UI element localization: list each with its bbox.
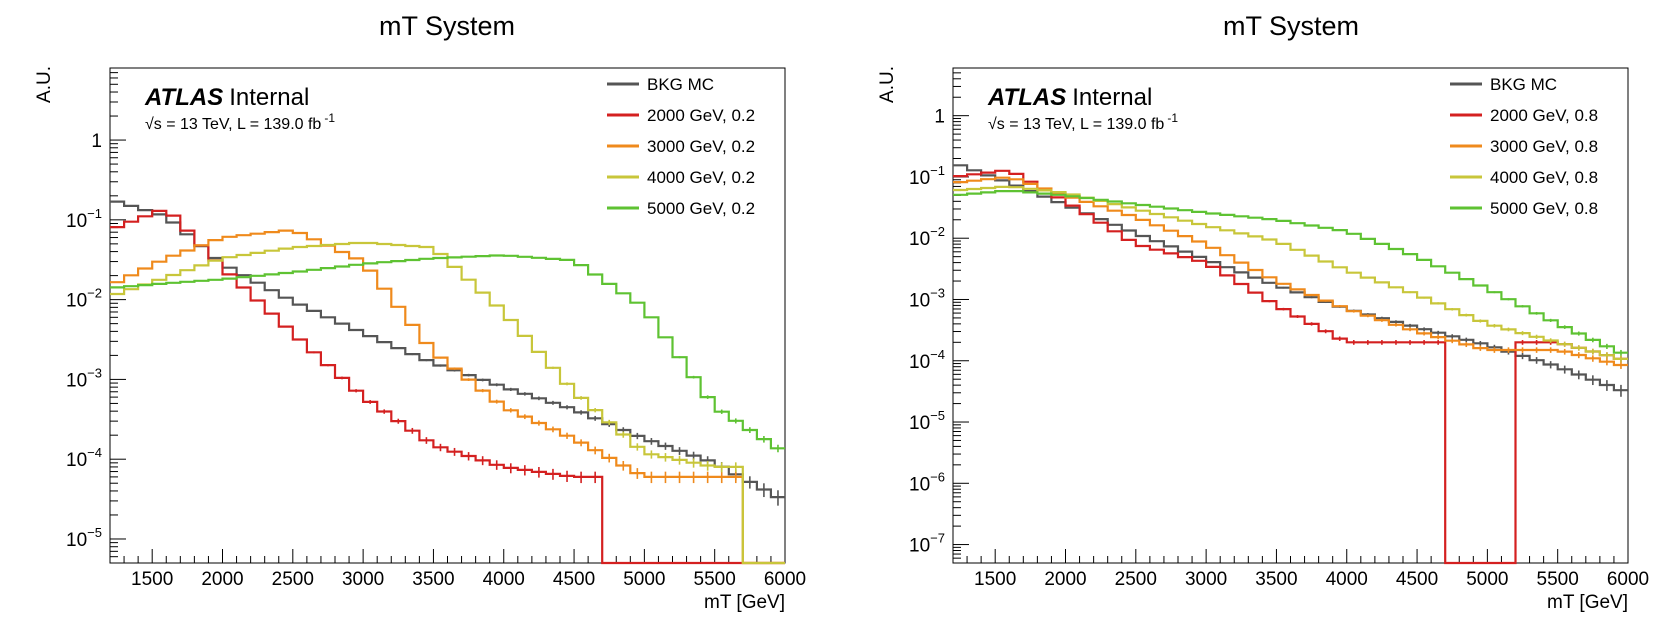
series-line (110, 229, 785, 565)
y-tick-label: 1 (934, 107, 945, 128)
y-tick-label: 10−6 (909, 469, 945, 495)
chart-title: mT System (1223, 11, 1359, 41)
x-axis-label: mT [GeV] (1547, 592, 1628, 613)
x-tick-label: 4500 (553, 569, 595, 590)
y-tick-label: 10−3 (909, 285, 945, 311)
x-tick-label: 5500 (1537, 569, 1579, 590)
chart-title: mT System (379, 11, 515, 41)
x-tick-label: 2000 (1044, 569, 1086, 590)
series-5000-2 (953, 190, 1628, 356)
legend-entry: BKG MC (1490, 75, 1557, 94)
legend-entry: 3000 GeV, 0.2 (647, 137, 755, 156)
x-tick-label: 2500 (272, 569, 314, 590)
y-axis-label: A.U. (877, 66, 898, 103)
legend-entry: 4000 GeV, 0.2 (647, 168, 755, 187)
series-line (953, 190, 1628, 354)
y-tick-label: 10−1 (66, 206, 102, 232)
x-tick-label: 1500 (131, 569, 173, 590)
x-tick-label: 3000 (342, 569, 384, 590)
y-tick-label: 10−5 (66, 525, 102, 551)
y-tick-label: 10−2 (66, 286, 102, 312)
series-4000-1 (110, 241, 785, 565)
legend-entry: 5000 GeV, 0.8 (1490, 199, 1598, 218)
y-tick-label: 10−3 (66, 365, 102, 391)
y-tick-label: 10−1 (909, 163, 945, 189)
x-tick-label: 4000 (483, 569, 525, 590)
y-tick-label: 10−5 (909, 408, 945, 434)
x-tick-label: 3500 (1255, 569, 1297, 590)
lumi-label: √s = 13 TeV, L = 139.0 fb -1 (988, 111, 1178, 133)
x-tick-label: 3500 (412, 569, 454, 590)
y-tick-label: 10−4 (66, 445, 102, 471)
y-tick-label: 10−7 (909, 531, 945, 557)
series-line (953, 169, 1628, 565)
legend-entry: BKG MC (647, 75, 714, 94)
y-axis-label: A.U. (34, 66, 55, 103)
lumi-label: √s = 13 TeV, L = 139.0 fb -1 (145, 111, 335, 133)
series-line (110, 254, 785, 450)
x-tick-label: 4500 (1396, 569, 1438, 590)
x-tick-label: 2500 (1115, 569, 1157, 590)
x-tick-label: 5500 (694, 569, 736, 590)
x-tick-label: 4000 (1326, 569, 1368, 590)
x-axis-label: mT [GeV] (704, 592, 785, 613)
y-tick-label: 1 (91, 131, 102, 152)
x-tick-label: 1500 (974, 569, 1016, 590)
chart-panel-1: mT System 1500 2000 2500 3000 3500 4000 4500 500… (34, 11, 806, 613)
x-tick-label: 5000 (1466, 569, 1508, 590)
series-2000-1 (110, 209, 785, 565)
x-tick-label: 3000 (1185, 569, 1227, 590)
legend-entry: 3000 GeV, 0.8 (1490, 137, 1598, 156)
x-tick-label: 6000 (1607, 569, 1649, 590)
legend-entry: 2000 GeV, 0.8 (1490, 106, 1598, 125)
x-tick-label: 5000 (623, 569, 665, 590)
series-line (110, 209, 785, 565)
x-tick-label: 2000 (201, 569, 243, 590)
y-tick-label: 10−2 (909, 224, 945, 250)
series-3000-1 (110, 229, 785, 565)
legend-entry: 5000 GeV, 0.2 (647, 199, 755, 218)
legend-entry: 2000 GeV, 0.2 (647, 106, 755, 125)
legend-entry: 4000 GeV, 0.8 (1490, 168, 1598, 187)
series-5000-1 (110, 254, 785, 453)
chart-panel-2: mT System 1500 2000 2500 3000 3500 4000 4500 500… (877, 11, 1649, 613)
atlas-label: ATLAS Internal (144, 84, 309, 111)
atlas-label: ATLAS Internal (987, 84, 1152, 111)
series-2000-2 (953, 169, 1628, 565)
x-tick-label: 6000 (764, 569, 806, 590)
y-tick-label: 10−4 (909, 347, 945, 373)
series-line (110, 241, 785, 565)
